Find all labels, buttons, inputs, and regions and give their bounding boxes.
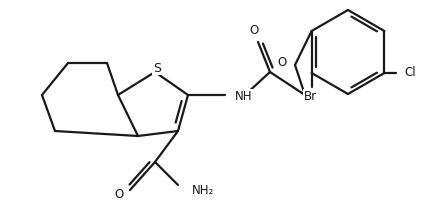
Text: S: S xyxy=(153,62,161,75)
Text: NH₂: NH₂ xyxy=(192,184,214,197)
Text: O: O xyxy=(278,56,287,68)
Text: NH: NH xyxy=(235,89,253,103)
Text: Cl: Cl xyxy=(404,67,416,79)
Text: O: O xyxy=(115,189,124,202)
Text: O: O xyxy=(249,24,259,37)
Text: Br: Br xyxy=(304,89,317,103)
